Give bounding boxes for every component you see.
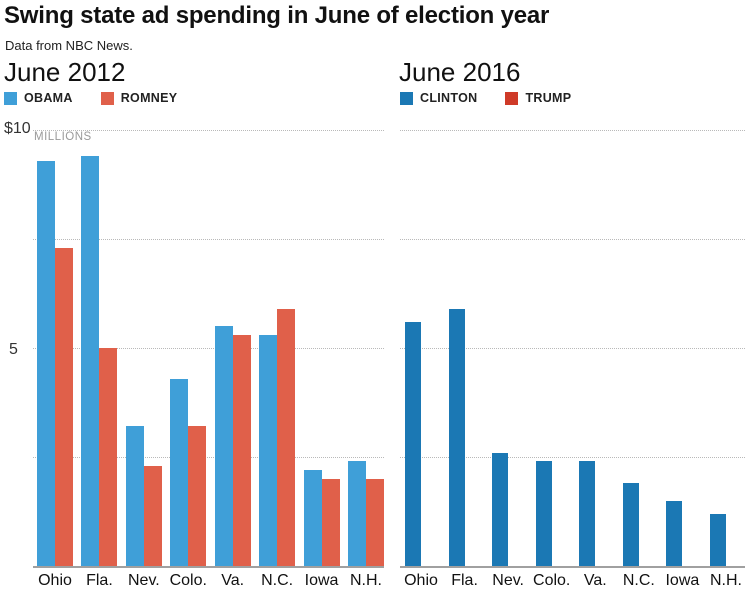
legend-swatch-romney: [100, 91, 114, 105]
legend-item-romney: ROMNEY: [100, 91, 178, 105]
bar-obama-fla: [81, 156, 100, 566]
legend-label-trump: TRUMP: [525, 91, 572, 105]
gridline-10: [33, 130, 384, 131]
x-axis-label-ohio: Ohio: [38, 572, 72, 589]
bar-group-colo: Colo.: [170, 130, 207, 589]
x-axis-label-iowa: Iowa: [665, 572, 700, 589]
legend-item-obama: OBAMA: [4, 91, 73, 105]
x-axis-label-nc: N.C.: [622, 572, 655, 589]
bar-group-iowa: Iowa: [303, 130, 340, 589]
bar-group-fla: Fla.: [81, 130, 118, 589]
bar-obama-nev: [125, 426, 144, 566]
legend-item-trump: TRUMP: [505, 91, 571, 105]
y-axis-top-tick-label: $10: [4, 120, 31, 137]
x-axis-label-fla: Fla.: [86, 572, 113, 589]
x-axis-label-ohio: Ohio: [404, 572, 438, 589]
bar-romney-iowa: [321, 478, 340, 566]
x-axis-label-nh: N.H.: [709, 572, 742, 589]
x-axis-label-nev: Nev.: [127, 572, 160, 589]
gridline-2-5: [400, 457, 745, 458]
plot-area-2012: Ohio Fla. Nev. Colo. Va. N.C. Iowa N.H.: [33, 130, 384, 589]
gridline-7-5: [400, 239, 745, 240]
legend-swatch-obama: [4, 91, 17, 105]
bar-obama-ohio: [37, 160, 55, 566]
legend-item-clinton: CLINTON: [400, 91, 477, 105]
bar-romney-nc: [277, 308, 296, 566]
x-axis-label-fla: Fla.: [451, 572, 478, 589]
legend-label-obama: OBAMA: [24, 91, 73, 105]
gridline-5: [400, 348, 745, 349]
x-axis-label-iowa: Iowa: [304, 572, 339, 589]
bar-romney-nh: [365, 478, 384, 566]
x-axis-label-nc: N.C.: [261, 572, 294, 589]
bar-obama-va: [214, 326, 233, 566]
bar-group-ohio: Ohio: [37, 130, 73, 589]
legend-swatch-clinton: [400, 91, 413, 105]
bar-group-va: Va.: [579, 130, 611, 589]
gridline-5: [33, 348, 384, 349]
bar-group-nev: Nev.: [125, 130, 162, 589]
bar-clinton-iowa: [666, 500, 683, 566]
gridline-7-5: [33, 239, 384, 240]
x-axis-label-nev: Nev.: [492, 572, 524, 589]
bar-clinton-fla: [448, 308, 465, 566]
y-axis-unit-label: MILLIONS: [34, 131, 92, 143]
bar-group-ohio: Ohio: [404, 130, 438, 589]
x-axis-label-colo: Colo.: [533, 572, 571, 589]
gridline-2-5: [33, 457, 384, 458]
bar-group-nc: N.C.: [622, 130, 655, 589]
panel-june-2012: June 2012 OBAMA ROMNEY Ohio Fla. Nev. Colo. V…: [0, 56, 390, 594]
legend-2012: OBAMA ROMNEY: [4, 91, 177, 105]
panel-title-2016: June 2016: [399, 57, 521, 87]
gridline-10: [400, 130, 745, 131]
bar-romney-colo: [188, 426, 207, 566]
bar-obama-colo: [170, 378, 189, 566]
legend-swatch-trump: [505, 91, 519, 105]
bar-romney-va: [232, 334, 251, 566]
bar-group-nev: Nev.: [492, 130, 524, 589]
bar-clinton-ohio: [405, 321, 421, 566]
bar-clinton-colo: [535, 461, 552, 566]
bar-clinton-nc: [622, 483, 639, 566]
x-axis-label-colo: Colo.: [169, 572, 207, 589]
bar-group-iowa: Iowa: [665, 130, 699, 589]
bar-group-fla: Fla.: [448, 130, 481, 589]
bar-group-colo: Colo.: [533, 130, 570, 589]
bar-group-va: Va.: [214, 130, 251, 589]
bar-romney-fla: [99, 348, 118, 566]
plot-area-2016: Ohio Fla. Nev. Colo. Va. N.C. Iowa N.H.: [400, 130, 745, 589]
x-axis-label-va: Va.: [583, 572, 607, 589]
bar-obama-nh: [347, 461, 366, 566]
x-axis-label-nh: N.H.: [349, 572, 382, 589]
bar-group-nh: N.H.: [347, 130, 384, 589]
legend-label-clinton: CLINTON: [420, 91, 478, 105]
y-axis-mid-tick-label: 5: [9, 341, 18, 358]
bar-obama-iowa: [303, 470, 322, 566]
bar-romney-nev: [143, 465, 162, 566]
bar-clinton-nh: [709, 513, 726, 566]
bar-clinton-va: [579, 461, 596, 566]
bar-romney-ohio: [55, 247, 73, 566]
bar-group-nc: N.C.: [259, 130, 296, 589]
panel-june-2016: June 2016 CLINTON TRUMP Ohio Fla. Nev. Colo.…: [395, 56, 750, 594]
legend-label-romney: ROMNEY: [120, 91, 178, 105]
chart-source: Data from NBC News.: [5, 38, 133, 53]
bar-obama-nc: [259, 334, 278, 566]
bar-group-nh: N.H.: [709, 130, 742, 589]
chart-title: Swing state ad spending in June of elect…: [4, 2, 550, 29]
panel-title-2012: June 2012: [4, 57, 126, 87]
bar-clinton-nev: [492, 452, 509, 566]
x-axis-label-va: Va.: [221, 572, 245, 589]
legend-2016: CLINTON TRUMP: [400, 91, 571, 105]
